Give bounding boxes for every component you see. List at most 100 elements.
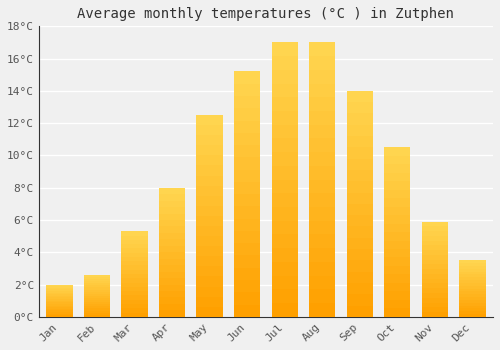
Bar: [234, 243, 260, 255]
Bar: [272, 207, 298, 221]
Bar: [159, 310, 185, 317]
Bar: [384, 240, 410, 249]
Bar: [122, 313, 148, 317]
Bar: [422, 222, 448, 226]
Bar: [384, 190, 410, 198]
Bar: [46, 302, 72, 304]
Bar: [422, 312, 448, 317]
Bar: [234, 268, 260, 280]
Bar: [84, 287, 110, 289]
Bar: [346, 204, 373, 215]
Bar: [384, 173, 410, 181]
Bar: [272, 248, 298, 262]
Bar: [122, 308, 148, 313]
Bar: [46, 291, 72, 293]
Bar: [159, 201, 185, 207]
Bar: [422, 240, 448, 245]
Bar: [272, 125, 298, 139]
Bar: [272, 70, 298, 84]
Bar: [196, 266, 223, 277]
Bar: [346, 159, 373, 170]
Bar: [460, 266, 485, 269]
Bar: [422, 260, 448, 265]
Bar: [234, 304, 260, 317]
Bar: [272, 42, 298, 56]
Bar: [196, 216, 223, 226]
Bar: [196, 186, 223, 196]
Bar: [84, 294, 110, 296]
Bar: [234, 108, 260, 120]
Bar: [122, 261, 148, 266]
Bar: [272, 221, 298, 234]
Bar: [346, 102, 373, 113]
Bar: [234, 256, 260, 268]
Bar: [346, 260, 373, 272]
Bar: [346, 283, 373, 294]
Bar: [234, 194, 260, 206]
Bar: [84, 275, 110, 277]
Bar: [46, 310, 72, 312]
Bar: [196, 297, 223, 307]
Bar: [309, 289, 336, 303]
Bar: [122, 236, 148, 240]
Bar: [384, 232, 410, 240]
Bar: [84, 292, 110, 294]
Bar: [460, 274, 485, 277]
Bar: [346, 113, 373, 125]
Bar: [234, 292, 260, 304]
Bar: [384, 292, 410, 300]
Bar: [309, 56, 336, 70]
Bar: [84, 279, 110, 281]
Bar: [272, 289, 298, 303]
Bar: [159, 214, 185, 220]
Bar: [346, 170, 373, 181]
Bar: [234, 145, 260, 158]
Bar: [84, 281, 110, 283]
Bar: [46, 286, 72, 288]
Bar: [422, 302, 448, 307]
Bar: [422, 298, 448, 302]
Bar: [460, 314, 485, 317]
Bar: [234, 231, 260, 243]
Bar: [122, 244, 148, 248]
Bar: [122, 240, 148, 244]
Bar: [159, 233, 185, 239]
Bar: [122, 270, 148, 274]
Bar: [46, 309, 72, 310]
Bar: [196, 135, 223, 145]
Bar: [309, 180, 336, 193]
Bar: [196, 236, 223, 246]
Bar: [46, 288, 72, 289]
Bar: [122, 300, 148, 304]
Bar: [122, 274, 148, 278]
Bar: [272, 262, 298, 276]
Bar: [384, 283, 410, 292]
Bar: [309, 166, 336, 180]
Bar: [309, 248, 336, 262]
Bar: [309, 42, 336, 56]
Bar: [460, 306, 485, 308]
Bar: [122, 295, 148, 300]
Bar: [384, 224, 410, 232]
Bar: [422, 265, 448, 269]
Bar: [196, 176, 223, 186]
Bar: [234, 96, 260, 108]
Bar: [384, 266, 410, 274]
Bar: [84, 313, 110, 315]
Bar: [272, 234, 298, 248]
Bar: [84, 302, 110, 304]
Bar: [159, 246, 185, 252]
Bar: [384, 164, 410, 173]
Bar: [196, 287, 223, 297]
Bar: [46, 306, 72, 307]
Bar: [234, 206, 260, 219]
Bar: [460, 300, 485, 303]
Bar: [234, 280, 260, 292]
Bar: [309, 276, 336, 289]
Bar: [159, 304, 185, 310]
Bar: [309, 193, 336, 207]
Bar: [460, 292, 485, 294]
Bar: [196, 256, 223, 266]
Bar: [384, 258, 410, 266]
Bar: [460, 283, 485, 286]
